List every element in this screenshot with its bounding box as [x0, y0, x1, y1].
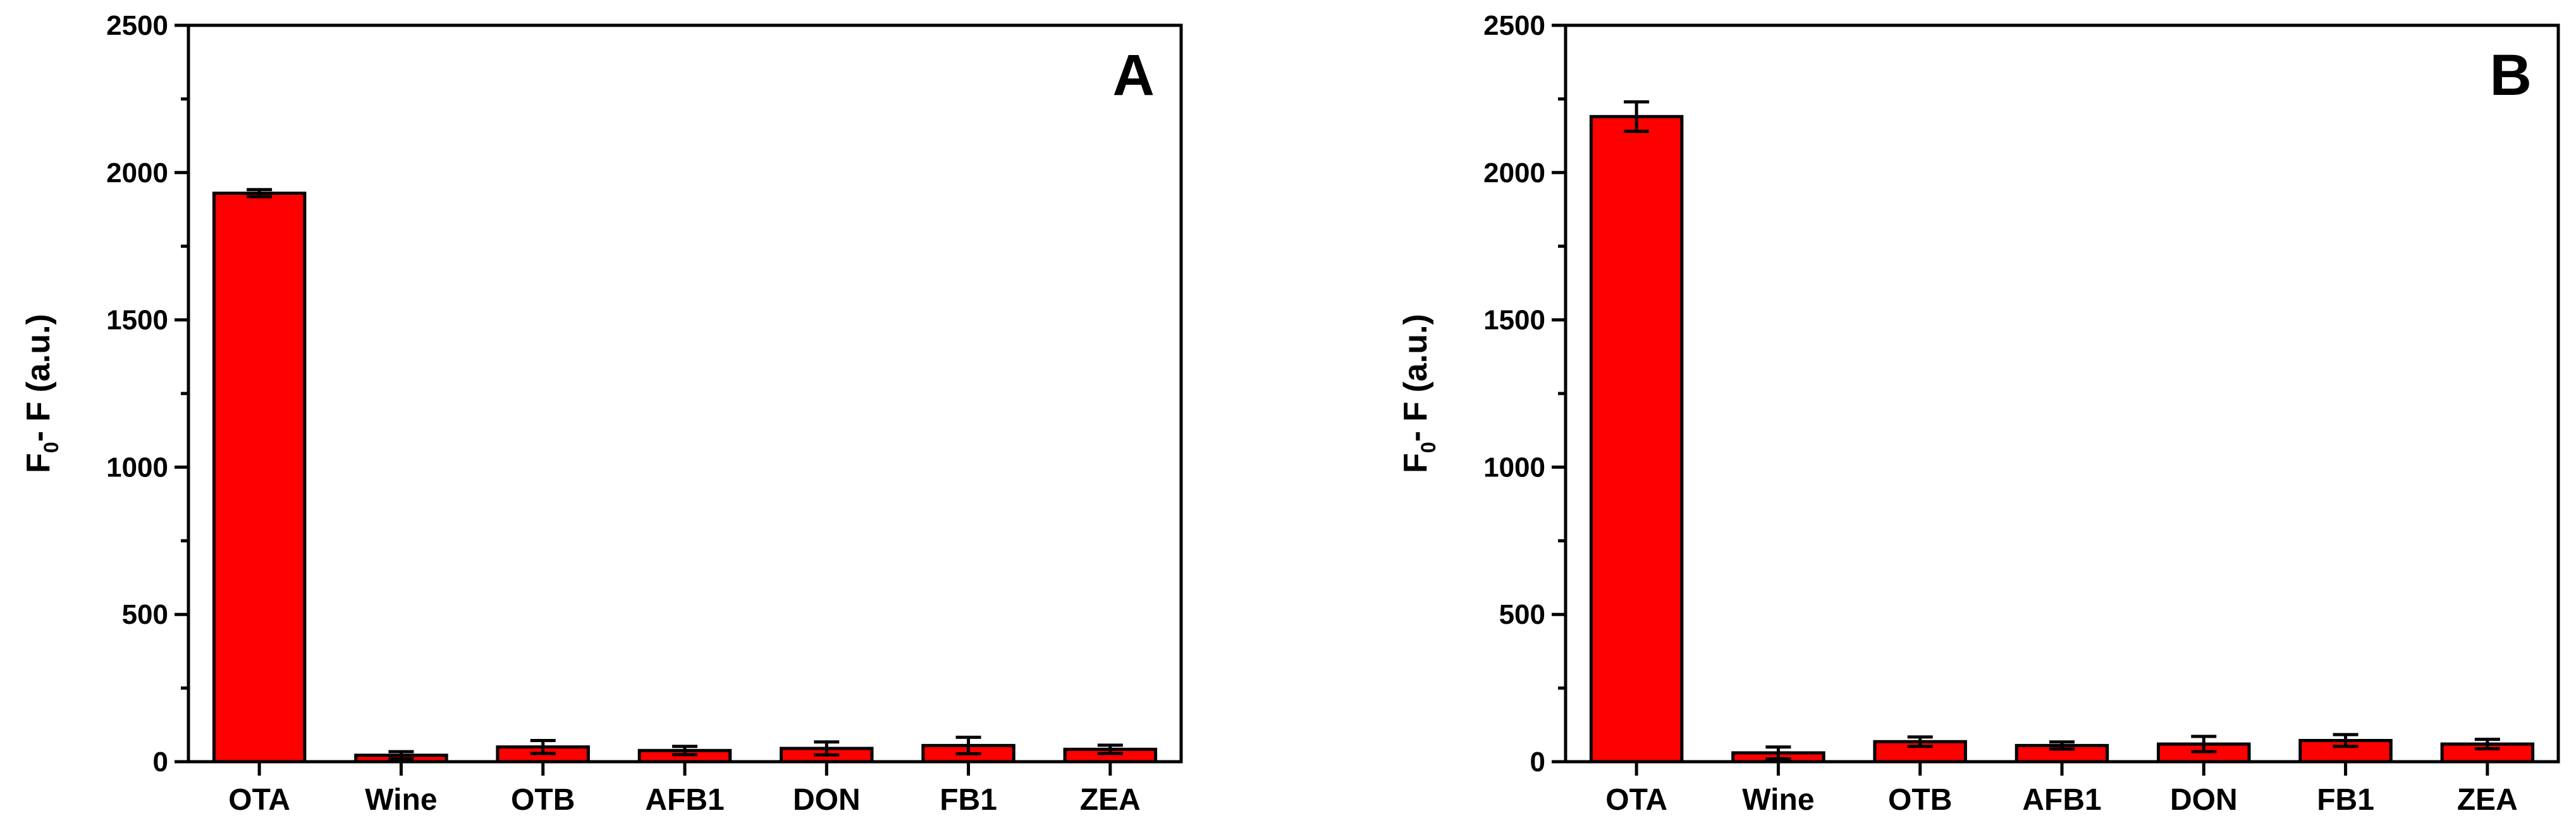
y-label-subscript: 0: [1417, 442, 1440, 453]
bar-ota: [212, 191, 307, 764]
y-tick-label: 1500: [106, 305, 168, 336]
bar-ota: [1589, 115, 1684, 764]
x-tick-label: DON: [793, 783, 861, 817]
plot-frame: [187, 23, 1183, 764]
y-tick-label: 2500: [1483, 10, 1545, 41]
x-tick-label: DON: [2170, 783, 2238, 817]
y-label-subscript: 0: [40, 442, 63, 453]
panel-label: B: [2490, 43, 2532, 108]
x-tick-label: OTA: [1605, 783, 1667, 817]
x-tick-label: OTB: [1888, 783, 1952, 817]
y-tick-label: 2000: [106, 158, 168, 189]
y-tick-label: 500: [122, 599, 168, 630]
x-tick-label: FB1: [2317, 783, 2374, 817]
x-tick-label: AFB1: [2022, 783, 2101, 817]
y-axis-label: F0- F (a.u.): [20, 314, 63, 473]
x-tick-label: Wine: [1742, 783, 1814, 817]
y-tick-label: 2000: [1483, 158, 1545, 189]
y-tick-label: 1500: [1483, 305, 1545, 336]
y-label-rest: - F (a.u.): [1397, 314, 1434, 442]
y-label-main: F: [1397, 453, 1434, 473]
panel-label: A: [1113, 43, 1155, 108]
y-label-main: F: [20, 453, 57, 473]
plot-frame: [1564, 23, 2560, 764]
y-tick-label: 0: [1530, 747, 1545, 778]
y-axis-label: F0- F (a.u.): [1397, 314, 1440, 473]
x-tick-label: ZEA: [2457, 783, 2518, 817]
x-tick-label: ZEA: [1080, 783, 1141, 817]
y-label-rest: - F (a.u.): [20, 314, 57, 442]
panel-b: 0 500 1000 1500 2000 2500 OTA Wine OTB AFB1 DON FB1…: [1397, 10, 2560, 817]
y-tick-label: 1000: [1483, 452, 1545, 483]
x-tick-label: OTA: [228, 783, 290, 817]
x-tick-label: FB1: [940, 783, 997, 817]
y-tick-label: 0: [153, 747, 168, 778]
x-tick-label: AFB1: [645, 783, 724, 817]
y-tick-label: 500: [1499, 599, 1545, 630]
y-tick-label: 2500: [106, 10, 168, 41]
y-tick-label: 1000: [106, 452, 168, 483]
x-tick-label: OTB: [511, 783, 575, 817]
x-tick-label: Wine: [365, 783, 437, 817]
panel-a: 0 500 1000 1500 2000 2500 OTA Wine OTB AFB1 DON FB1…: [20, 10, 1183, 817]
